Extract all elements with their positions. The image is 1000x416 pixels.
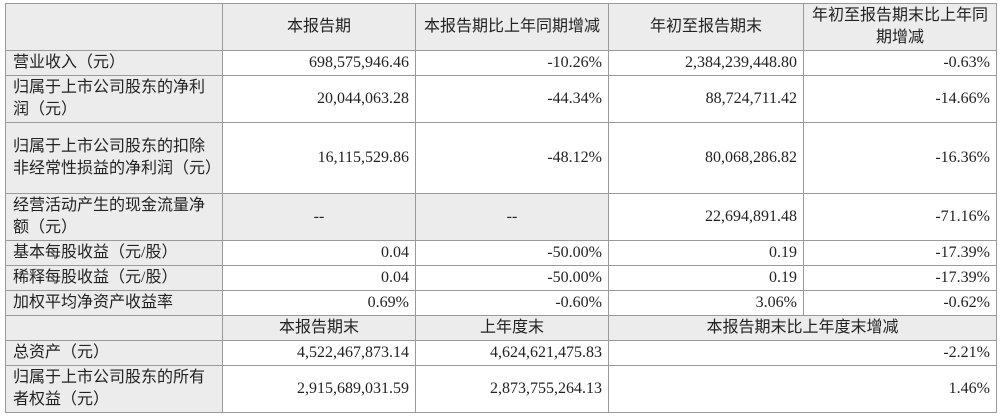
table-row: 总资产（元） 4,522,467,873.14 4,624,621,475.83…	[5, 340, 997, 366]
header-cell: 本报告期末比上年度末增减	[608, 315, 997, 341]
table-row: 加权平均净资产收益率 0.69% -0.60% 3.06% -0.62%	[5, 290, 997, 316]
header-cell: 上年度末	[415, 315, 609, 341]
cell: 1.46%	[608, 365, 997, 413]
cell: -17.39%	[803, 240, 997, 266]
cell: 2,384,239,448.80	[608, 50, 804, 76]
cell: 88,724,711.42	[608, 75, 804, 123]
cell: -0.60%	[415, 290, 609, 316]
cell: -71.16%	[803, 193, 997, 241]
header-cell: 本报告期比上年同期增减	[415, 3, 609, 51]
header-cell: 年初至报告期末比上年同期增减	[803, 3, 997, 51]
cell: 2,915,689,031.59	[222, 365, 416, 413]
cell: 0.19	[608, 265, 804, 291]
header-cell: 年初至报告期末	[608, 3, 804, 51]
row-label: 营业收入（元）	[5, 50, 223, 76]
table-row: 经营活动产生的现金流量净额（元） -- -- 22,694,891.48 -71…	[5, 193, 997, 241]
header-row: 本报告期 本报告期比上年同期增减 年初至报告期末 年初至报告期末比上年同期增减	[5, 3, 997, 51]
header-cell: 本报告期	[222, 3, 416, 51]
header-cell	[5, 315, 223, 341]
cell: 20,044,063.28	[222, 75, 416, 123]
cell: -16.36%	[803, 122, 997, 194]
cell: 698,575,946.46	[222, 50, 416, 76]
cell: 4,624,621,475.83	[415, 340, 609, 366]
row-label: 归属于上市公司股东的所有者权益（元）	[5, 365, 223, 413]
cell: -50.00%	[415, 265, 609, 291]
cell: -10.26%	[415, 50, 609, 76]
header-cell: 本报告期末	[222, 315, 416, 341]
header-row-2: 本报告期末 上年度末 本报告期末比上年度末增减	[5, 315, 997, 341]
table-row: 归属于上市公司股东的所有者权益（元） 2,915,689,031.59 2,87…	[5, 365, 997, 413]
row-label: 归属于上市公司股东的扣除非经常性损益的净利润（元）	[5, 122, 223, 194]
cell: --	[222, 193, 416, 241]
cell: 2,873,755,264.13	[415, 365, 609, 413]
row-label: 稀释每股收益（元/股）	[5, 265, 223, 291]
table-row: 营业收入（元） 698,575,946.46 -10.26% 2,384,239…	[5, 50, 997, 76]
row-label: 加权平均净资产收益率	[5, 290, 223, 316]
cell: -48.12%	[415, 122, 609, 194]
header-cell	[5, 3, 223, 51]
cell: -17.39%	[803, 265, 997, 291]
cell: -44.34%	[415, 75, 609, 123]
row-label: 经营活动产生的现金流量净额（元）	[5, 193, 223, 241]
cell: 80,068,286.82	[608, 122, 804, 194]
cell: 0.19	[608, 240, 804, 266]
cell: 3.06%	[608, 290, 804, 316]
cell: -0.62%	[803, 290, 997, 316]
table-row: 基本每股收益（元/股） 0.04 -50.00% 0.19 -17.39%	[5, 240, 997, 266]
cell: -14.66%	[803, 75, 997, 123]
cell: -2.21%	[608, 340, 997, 366]
cell: 22,694,891.48	[608, 193, 804, 241]
table-row: 归属于上市公司股东的扣除非经常性损益的净利润（元） 16,115,529.86 …	[5, 122, 997, 194]
row-label: 归属于上市公司股东的净利润（元）	[5, 75, 223, 123]
cell: 0.69%	[222, 290, 416, 316]
cell: -50.00%	[415, 240, 609, 266]
cell: 0.04	[222, 240, 416, 266]
cell: 0.04	[222, 265, 416, 291]
cell: 16,115,529.86	[222, 122, 416, 194]
cell: --	[415, 193, 609, 241]
cell: 4,522,467,873.14	[222, 340, 416, 366]
table-row: 稀释每股收益（元/股） 0.04 -50.00% 0.19 -17.39%	[5, 265, 997, 291]
row-label: 基本每股收益（元/股）	[5, 240, 223, 266]
cell: -0.63%	[803, 50, 997, 76]
row-label: 总资产（元）	[5, 340, 223, 366]
financial-summary-table: 本报告期 本报告期比上年同期增减 年初至报告期末 年初至报告期末比上年同期增减 …	[5, 3, 997, 413]
table-row: 归属于上市公司股东的净利润（元） 20,044,063.28 -44.34% 8…	[5, 75, 997, 123]
